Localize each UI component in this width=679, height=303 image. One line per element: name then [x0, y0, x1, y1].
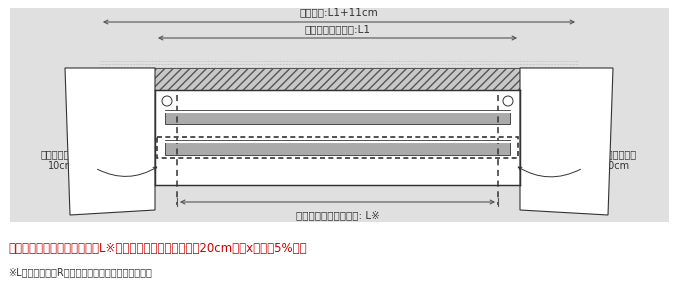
Circle shape — [503, 96, 513, 106]
Bar — [165, 140, 510, 155]
Text: ランナー走行部
10cm: ランナー走行部 10cm — [596, 149, 637, 171]
Bar — [157, 137, 518, 158]
Text: ネクスティレール:L1: ネクスティレール:L1 — [304, 24, 371, 34]
Text: ランナー走行部
10cm: ランナー走行部 10cm — [41, 149, 82, 171]
Bar — [155, 90, 520, 185]
Text: ※Lは上記メタルRキャップのレールサイズ表を参照: ※Lは上記メタルRキャップのレールサイズ表を参照 — [8, 267, 152, 277]
Bar — [10, 8, 669, 222]
Circle shape — [162, 96, 172, 106]
Text: （レガートプリモレール幅（L※）＋両端ランナー走行部（20cm））xゆるみ5%程度: （レガートプリモレール幅（L※）＋両端ランナー走行部（20cm））xゆるみ5%程… — [8, 242, 307, 255]
Bar — [100, 68, 578, 90]
Polygon shape — [520, 68, 613, 215]
Text: 取付け幅:L1+11cm: 取付け幅:L1+11cm — [299, 7, 378, 17]
Bar — [165, 110, 510, 124]
Text: レガートプリモレール: L※: レガートプリモレール: L※ — [295, 210, 380, 220]
Polygon shape — [65, 68, 155, 215]
